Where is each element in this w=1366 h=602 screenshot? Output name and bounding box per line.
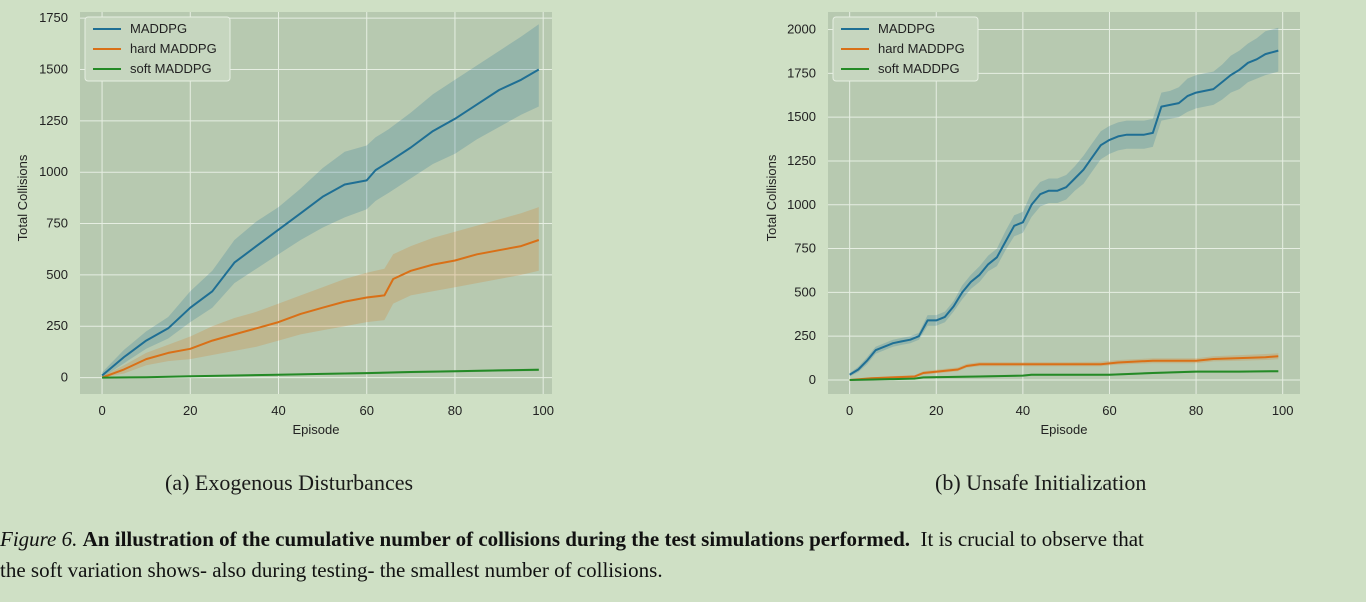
figure-caption-line2: the soft variation shows- also during te… (0, 558, 663, 582)
y-tick-label: 1500 (787, 109, 816, 124)
y-tick-label: 1000 (787, 197, 816, 212)
confidence-band (102, 207, 539, 378)
x-tick-label: 100 (532, 403, 554, 418)
x-tick-label: 40 (271, 403, 285, 418)
confidence-band (849, 27, 1279, 377)
y-tick-label: 0 (61, 370, 68, 385)
x-tick-label: 0 (98, 403, 105, 418)
legend-label: MADDPG (878, 21, 935, 36)
series-line (101, 68, 540, 377)
y-tick-label: 1500 (39, 62, 68, 77)
y-tick-label: 250 (794, 328, 816, 343)
y-tick-label: 1250 (39, 113, 68, 128)
legend-label: hard MADDPG (130, 41, 217, 56)
figure-label: Figure 6. (0, 527, 78, 551)
y-tick-label: 1000 (39, 164, 68, 179)
figure-title: An illustration of the cumulative number… (82, 527, 911, 551)
chart-panel-a: 0 250 500 750 1000 1250 1500 1750 0 20 40 60 80 100 Ep… (0, 0, 560, 450)
subcaption-b: (b) Unsafe Initialization (935, 470, 1147, 495)
series-line (849, 49, 1279, 376)
chart-a: 0 250 500 750 1000 1250 1500 1750 0 20 40 60 80 100 Ep… (15, 10, 554, 437)
series-line (849, 355, 1279, 381)
figure-caption-rest: It is crucial to observe that (920, 527, 1144, 551)
x-axis-label: Episode (1041, 422, 1088, 437)
legend-label: MADDPG (130, 21, 187, 36)
x-axis-label: Episode (293, 422, 340, 437)
x-tick-label: 80 (448, 403, 462, 418)
series-line (102, 368, 539, 379)
chart-b: 0 250 500 750 1000 1250 1500 1750 2000 0 20 40 60 80 1… (764, 12, 1300, 437)
x-tick-label: 20 (929, 403, 943, 418)
confidence-band (102, 24, 539, 378)
x-tick-label: 80 (1189, 403, 1203, 418)
y-tick-label: 2000 (787, 22, 816, 37)
legend-label: soft MADDPG (130, 61, 212, 76)
x-tick-label: 40 (1016, 403, 1030, 418)
y-tick-label: 500 (46, 267, 68, 282)
chart-panel-b: 0 250 500 750 1000 1250 1500 1750 2000 0 20 40 60 80 1… (760, 0, 1320, 450)
y-tick-label: 750 (794, 241, 816, 256)
y-tick-label: 250 (46, 318, 68, 333)
figure-caption: Figure 6. An illustration of the cumulat… (0, 524, 1366, 586)
x-tick-label: 100 (1272, 403, 1294, 418)
legend-label: hard MADDPG (878, 41, 965, 56)
y-axis-label: Total Collisions (15, 154, 30, 241)
subcaption-a: (a) Exogenous Disturbances (165, 470, 414, 495)
figure-caption-line1: Figure 6. An illustration of the cumulat… (0, 524, 1366, 555)
y-tick-label: 750 (46, 216, 68, 231)
legend-label: soft MADDPG (878, 61, 960, 76)
series-line (849, 370, 1279, 381)
series-line (101, 239, 540, 379)
x-tick-label: 0 (846, 403, 853, 418)
legend-box (84, 16, 231, 82)
x-tick-label: 60 (359, 403, 373, 418)
y-tick-label: 1750 (787, 65, 816, 80)
legend-box (832, 16, 979, 82)
x-tick-label: 20 (183, 403, 197, 418)
y-tick-label: 1250 (787, 153, 816, 168)
y-tick-label: 1750 (39, 10, 68, 25)
y-axis-label: Total Collisions (764, 154, 779, 241)
y-tick-label: 500 (794, 284, 816, 299)
x-tick-label: 60 (1102, 403, 1116, 418)
y-tick-label: 0 (809, 372, 816, 387)
